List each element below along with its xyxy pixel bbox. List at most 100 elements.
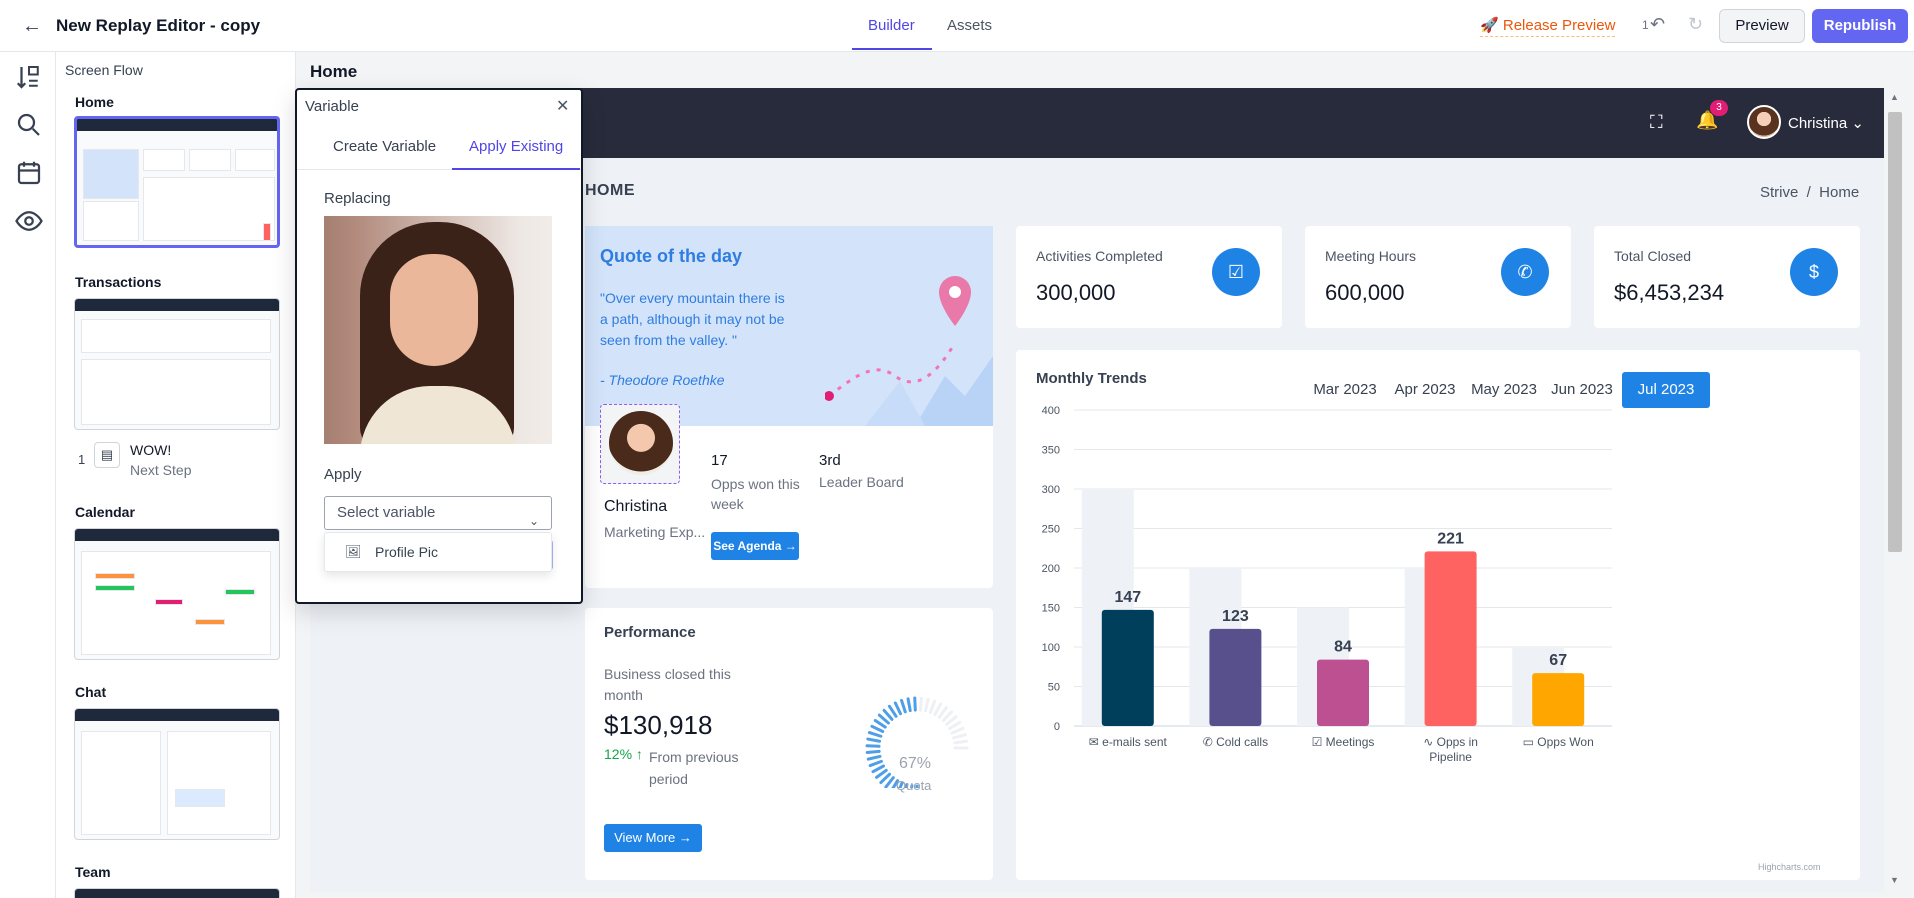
screen-thumbnail-transactions[interactable]	[74, 298, 280, 430]
tab-create-variable[interactable]: Create Variable	[333, 138, 437, 155]
x-tick-label: Pipeline	[1429, 750, 1472, 764]
gauge-tick	[928, 699, 937, 714]
y-tick-label: 50	[1048, 682, 1060, 694]
stat-value: 300,000	[1036, 280, 1116, 305]
scrollbar-thumb[interactable]	[1888, 112, 1902, 552]
tab-builder[interactable]: Builder	[868, 17, 915, 34]
calendar-icon[interactable]	[14, 158, 44, 188]
user-name: Christina	[1788, 115, 1848, 132]
see-agenda-button[interactable]: See Agenda →	[711, 532, 799, 560]
x-tick-label: ✆ Cold calls	[1203, 735, 1268, 749]
x-tick-label: ▭ Opps Won	[1523, 735, 1594, 749]
data-label: 147	[1114, 589, 1141, 606]
fullscreen-icon[interactable]: ⛶	[1650, 112, 1663, 132]
gauge-tick	[870, 724, 885, 734]
rocket-icon: 🚀	[1480, 17, 1503, 34]
bell-icon[interactable]: 🔔	[1696, 110, 1719, 130]
y-tick-label: 100	[1042, 642, 1060, 654]
x-tick-label: ✉ e-mails sent	[1089, 735, 1168, 749]
screen-thumbnail-calendar[interactable]	[74, 528, 280, 660]
gauge-tick	[887, 704, 898, 718]
eye-icon[interactable]	[14, 206, 44, 236]
quote-card: Quote of the day "Over every mountain th…	[585, 226, 993, 588]
gauge-tick	[865, 749, 881, 754]
search-icon[interactable]	[14, 110, 44, 140]
quota-gauge	[865, 696, 969, 788]
notification-badge: 3	[1710, 100, 1728, 116]
replacing-label: Replacing	[324, 190, 391, 207]
user-menu[interactable]: Christina ⌄	[1788, 114, 1864, 132]
release-preview-link[interactable]: 🚀 Release Preview	[1480, 16, 1616, 37]
data-label: 84	[1334, 639, 1352, 656]
gauge-label: Quota	[896, 778, 932, 793]
screen-label-calendar: Calendar	[75, 504, 135, 520]
release-preview-label: Release Preview	[1502, 17, 1616, 34]
redo-icon[interactable]: ↻	[1688, 14, 1704, 34]
tab-apply-existing[interactable]: Apply Existing	[469, 138, 564, 155]
y-tick-label: 250	[1042, 524, 1060, 536]
option-label: Profile Pic	[375, 544, 439, 560]
gauge-tick	[945, 715, 958, 726]
republish-button[interactable]: Republish	[1812, 9, 1908, 43]
option-profile-pic[interactable]: 🖼 Profile Pic	[325, 533, 551, 571]
dollar-icon: $	[1790, 248, 1838, 296]
gauge-tick	[877, 713, 890, 725]
gauge-tick	[891, 779, 900, 788]
gauge-tick	[875, 768, 888, 779]
month-tab[interactable]: Apr 2023	[1394, 381, 1456, 398]
quote-author: - Theodore Roethke	[600, 372, 725, 388]
popup-title: Variable	[305, 98, 359, 115]
view-more-button[interactable]: View More →	[604, 824, 702, 852]
monthly-trends-card: Monthly Trends Mar 2023 Apr 2023 May 202…	[1016, 350, 1860, 880]
page-title: HOME	[585, 182, 635, 199]
phone-icon: ✆	[1501, 248, 1549, 296]
breadcrumb: Strive / Home	[1760, 184, 1860, 201]
sort-icon[interactable]	[14, 62, 44, 92]
profile-role: Marketing Exp...	[604, 524, 706, 540]
gauge-tick	[923, 697, 930, 713]
variable-select[interactable]: Select variable ⌄	[324, 496, 552, 530]
replacing-image	[324, 216, 552, 444]
arrow-right-icon: →	[781, 539, 797, 553]
preview-button[interactable]: Preview	[1719, 9, 1805, 43]
month-tab[interactable]: Jun 2023	[1551, 381, 1613, 398]
tool-rail	[0, 52, 56, 898]
route-illustration	[825, 276, 993, 426]
profile-picture[interactable]	[600, 404, 680, 484]
scroll-up-icon[interactable]: ▲	[1890, 92, 1899, 102]
chart-credit[interactable]: Highcharts.com	[1758, 862, 1821, 872]
flow-step[interactable]: 1 ▤ WOW! Next Step	[74, 442, 284, 486]
undo-icon[interactable]: ↶	[1650, 14, 1666, 34]
step-number: 1	[78, 452, 86, 467]
scroll-down-icon[interactable]: ▼	[1890, 875, 1899, 885]
profile-name: Christina	[604, 498, 668, 515]
month-tab[interactable]: Mar 2023	[1313, 381, 1377, 398]
screen-thumbnail-home[interactable]	[74, 116, 280, 248]
gauge-tick	[868, 759, 883, 768]
back-arrow-icon[interactable]: ←	[22, 15, 42, 37]
gauge-tick	[941, 710, 954, 723]
gauge-tick	[913, 696, 917, 712]
close-icon[interactable]: ✕	[556, 98, 570, 115]
month-tab-active[interactable]: Jul 2023	[1622, 372, 1710, 408]
avatar[interactable]	[1747, 105, 1781, 139]
variable-popup: Variable ✕ Create Variable Apply Existin…	[295, 88, 583, 604]
quote-title: Quote of the day	[600, 246, 743, 266]
tab-assets[interactable]: Assets	[947, 17, 993, 34]
x-tick-label: ☑ Meetings	[1312, 735, 1375, 749]
screen-thumbnail-team[interactable]	[74, 888, 280, 898]
screen-label-home: Home	[75, 94, 114, 110]
performance-label: Business closed this month	[604, 666, 731, 703]
bar	[1317, 659, 1369, 726]
bar	[1209, 628, 1262, 726]
gauge-tick	[865, 744, 881, 748]
month-tab[interactable]: May 2023	[1471, 381, 1537, 398]
screen-flow-title: Screen Flow	[65, 62, 143, 78]
canvas-scrollbar[interactable]: ▲ ▼	[1884, 88, 1906, 892]
performance-card: Performance Business closed this month $…	[585, 608, 993, 880]
screen-thumbnail-chat[interactable]	[74, 708, 280, 840]
stat-value: $6,453,234	[1614, 280, 1725, 305]
stat-value: 600,000	[1325, 280, 1405, 305]
gauge-tick	[866, 737, 882, 743]
gauge-tick	[879, 772, 892, 785]
